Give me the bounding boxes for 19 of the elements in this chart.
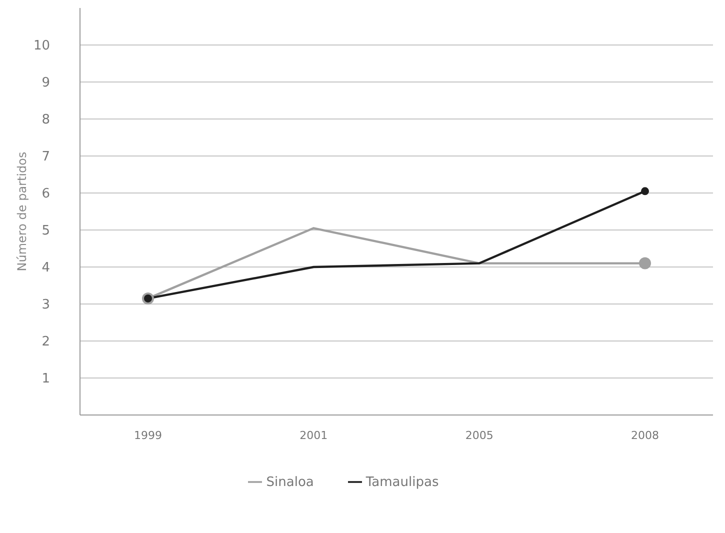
y-tick-label: 9 [42,76,50,91]
y-tick-label: 6 [42,186,50,202]
y-tick-label: 7 [42,150,50,165]
y-tick-label: 5 [42,224,50,239]
x-tick-label: 2005 [465,428,494,442]
legend-label: Sinaloa [266,475,314,490]
y-tick-label: 3 [42,298,50,313]
y-tick-label: 2 [42,334,50,350]
y-tick-label: 10 [33,38,50,54]
x-tick-label: 2001 [300,428,328,442]
x-tick-label: 1999 [134,428,162,442]
x-tick-label: 2008 [631,428,659,442]
point [641,187,649,196]
point [639,257,651,270]
legend-label: Tamaulipas [366,475,439,490]
y-tick-label: 1 [42,372,50,387]
y-axis-title: Número de partidos [15,152,29,272]
y-tick-label: 4 [42,260,50,276]
y-tick-label: 8 [42,112,50,128]
